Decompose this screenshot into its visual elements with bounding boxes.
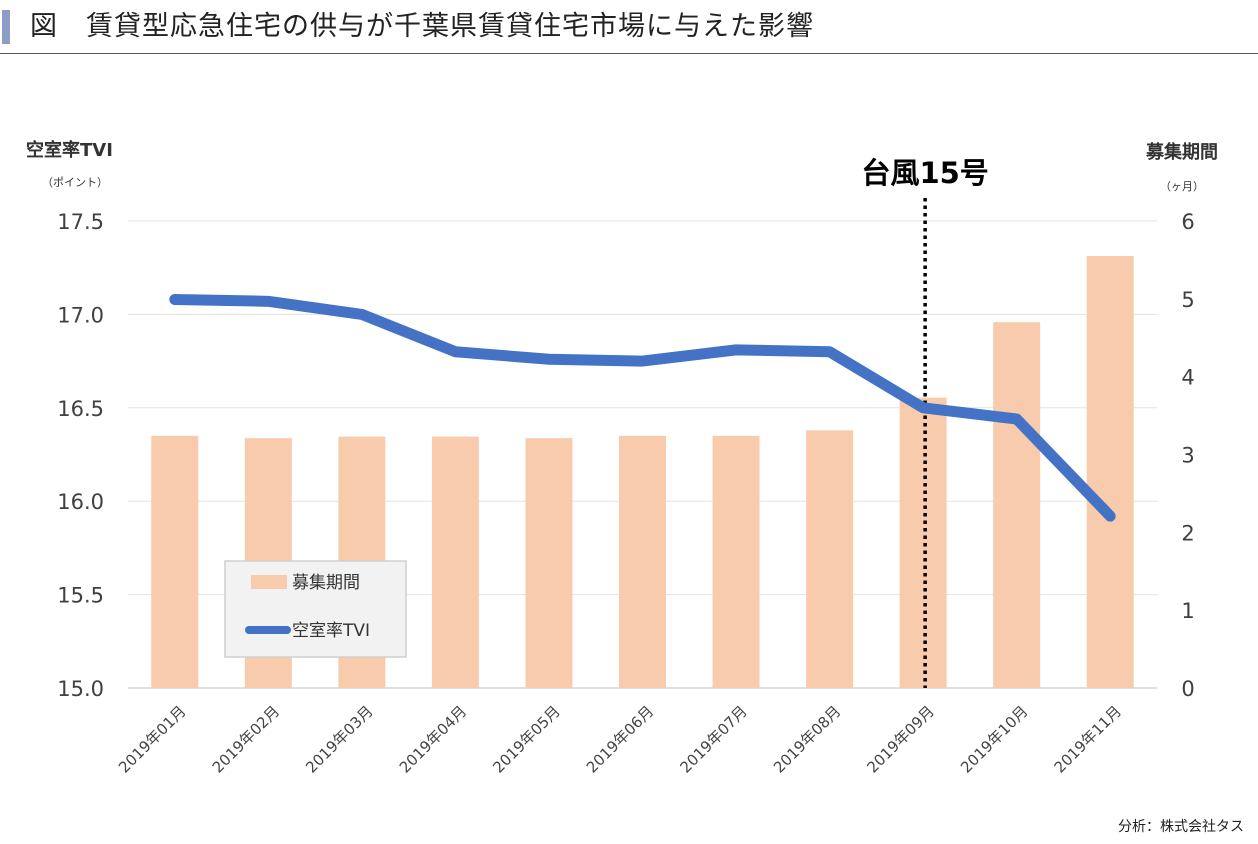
page-title: 図 賃貸型応急住宅の供与が千葉県賃貸住宅市場に与えた影響	[30, 11, 814, 42]
x-tick-label: 2019年03月	[302, 702, 376, 776]
title-accent-bar	[2, 10, 10, 44]
y-left-tick-label: 16.5	[57, 397, 104, 421]
y-left-tick-label: 16.0	[57, 490, 104, 514]
y-left-title: 空室率TVI	[26, 139, 113, 161]
bar	[525, 438, 573, 688]
y-right-tick-label: 6	[1181, 210, 1194, 234]
bar	[1086, 256, 1134, 688]
title-bar: 図 賃貸型応急住宅の供与が千葉県賃貸住宅市場に与えた影響	[0, 0, 1258, 54]
bar	[619, 435, 666, 688]
bar	[151, 435, 199, 688]
bar	[712, 435, 760, 688]
y-left-tick-label: 17.0	[57, 303, 104, 327]
y-right-tick-label: 0	[1181, 677, 1194, 701]
x-tick-label: 2019年10月	[957, 702, 1031, 776]
bar	[899, 397, 947, 688]
y-axis-left: 15.0 15.5 16.0 16.5 17.0 17.5 空室率TVI （ポイント）	[26, 139, 113, 701]
x-tick-label: 2019年11月	[1051, 702, 1125, 776]
y-left-tick-label: 15.5	[57, 584, 104, 608]
bar	[431, 436, 479, 688]
y-left-tick-label: 17.5	[57, 210, 104, 234]
bar	[806, 430, 854, 688]
x-tick-label: 2019年09月	[864, 702, 938, 776]
legend-label-line: 空室率TVI	[292, 621, 370, 641]
y-left-tick-label: 15.0	[57, 677, 104, 701]
x-tick-label: 2019年05月	[489, 702, 563, 776]
y-right-tick-label: 3	[1181, 444, 1194, 468]
y-axis-right: 0 1 2 3 4 5 6 募集期間 （ヶ月）	[1145, 141, 1218, 701]
y-right-tick-label: 5	[1181, 288, 1194, 312]
x-tick-label: 2019年04月	[396, 702, 470, 776]
x-tick-label: 2019年01月	[115, 702, 189, 776]
bar	[993, 322, 1041, 688]
x-tick-label: 2019年07月	[676, 702, 750, 776]
x-tick-label: 2019年08月	[770, 702, 844, 776]
event-label: 台風15号	[861, 156, 988, 190]
x-tick-label: 2019年06月	[583, 702, 657, 776]
legend-swatch-bar	[251, 575, 287, 589]
y-right-tick-label: 4	[1181, 366, 1194, 390]
y-right-tick-label: 1	[1181, 599, 1194, 623]
source-credit: 分析：株式会社タス	[1118, 819, 1244, 835]
y-right-tick-label: 2	[1181, 521, 1194, 545]
y-left-unit: （ポイント）	[42, 176, 108, 189]
y-right-unit: （ヶ月）	[1160, 180, 1204, 193]
line-series	[169, 293, 1116, 522]
x-axis: 2019年01月 2019年02月 2019年03月 2019年04月 2019年05月…	[115, 702, 1125, 776]
event-line-group: 台風15号	[861, 156, 989, 688]
legend-label-bar: 募集期間	[292, 573, 360, 593]
x-tick-label: 2019年02月	[209, 702, 283, 776]
y-right-title: 募集期間	[1145, 141, 1218, 163]
